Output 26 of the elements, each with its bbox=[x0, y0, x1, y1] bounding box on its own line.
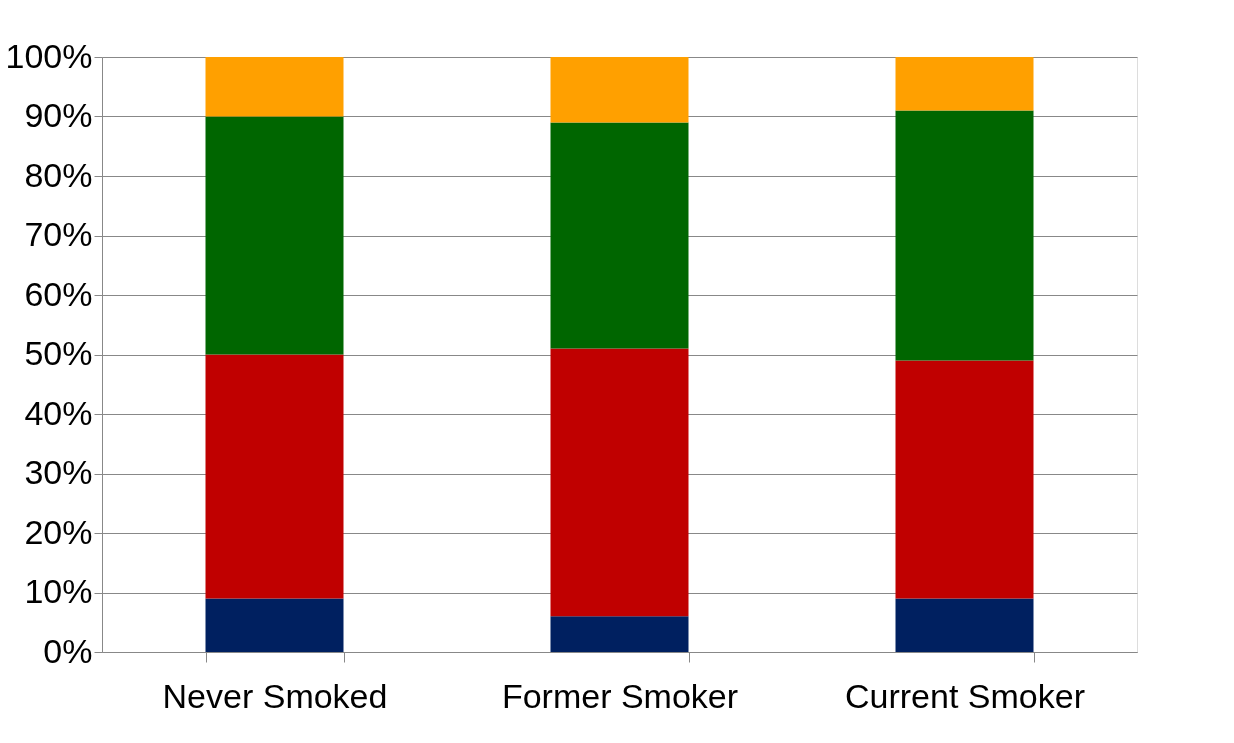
bar bbox=[550, 57, 689, 123]
y-tick-label: 30% bbox=[24, 453, 93, 491]
bar bbox=[895, 598, 1034, 652]
bar bbox=[205, 116, 344, 355]
bar bbox=[205, 354, 344, 599]
x-tick-label: Former Smoker bbox=[501, 676, 739, 715]
y-tick-label: 10% bbox=[24, 572, 93, 610]
bar bbox=[895, 57, 1034, 111]
y-tick-label: 50% bbox=[24, 334, 93, 372]
x-tick-label: Current Smoker bbox=[845, 676, 1085, 715]
y-tick-label: 80% bbox=[24, 155, 93, 194]
y-tick-label: 60% bbox=[24, 274, 93, 313]
x-tick-label: Never Smoked bbox=[162, 676, 388, 715]
bar bbox=[895, 360, 1034, 599]
bar bbox=[550, 348, 689, 617]
y-tick-label: 90% bbox=[24, 96, 93, 134]
y-tick-label: 100% bbox=[5, 36, 93, 75]
y-tick-label: 70% bbox=[24, 215, 93, 253]
y-tick-label: 40% bbox=[24, 393, 93, 432]
bar bbox=[550, 122, 689, 349]
bar bbox=[895, 110, 1034, 361]
y-tick-label: 20% bbox=[24, 512, 93, 551]
y-tick-label: 0% bbox=[43, 631, 93, 670]
bar bbox=[205, 57, 344, 117]
bar bbox=[205, 598, 344, 652]
bar bbox=[550, 616, 689, 652]
